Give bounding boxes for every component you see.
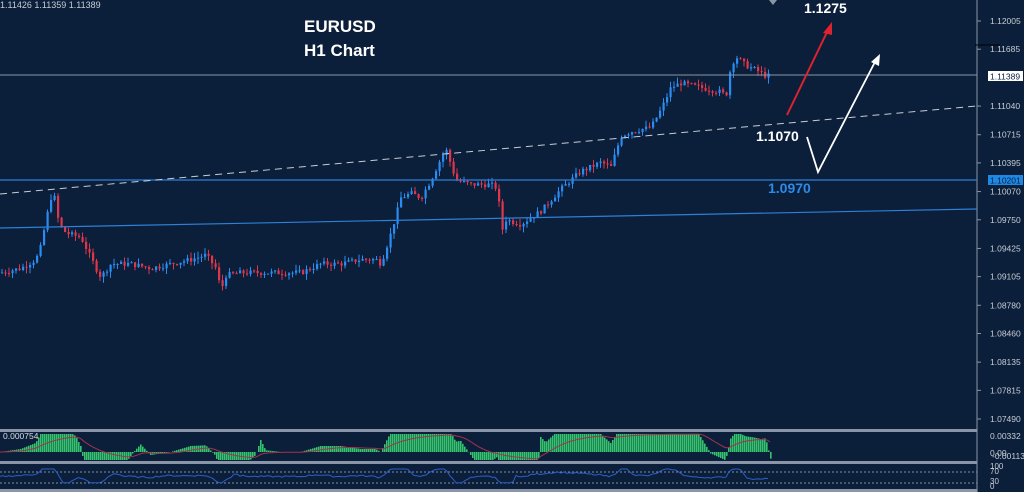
rsi-pane-separator[interactable] bbox=[0, 461, 977, 464]
pivot-label: 1.1070 bbox=[756, 128, 799, 144]
bottom-separator bbox=[0, 489, 977, 492]
price-axis-label: 1.08780 bbox=[990, 300, 1021, 310]
ohlc-readout: 1.11426 1.11359 1.11389 bbox=[0, 0, 101, 10]
support-price-tag bbox=[988, 175, 1023, 185]
rsi-axis-30: 30 bbox=[990, 477, 999, 486]
macd-axis-min: -0.001135 bbox=[992, 451, 1024, 461]
price-axis-label: 1.09105 bbox=[990, 272, 1021, 282]
price-axis-label: 1.11685 bbox=[990, 44, 1020, 54]
rsi-line bbox=[0, 468, 769, 484]
rsi-axis-0: 0 bbox=[990, 482, 995, 491]
pullback-then-rally-arrow-icon bbox=[806, 54, 880, 175]
support-label: 1.0970 bbox=[768, 180, 811, 196]
price-axis-label: 1.11040 bbox=[990, 101, 1020, 111]
bullish-target-arrow-icon bbox=[786, 22, 832, 116]
rsi-axis-70: 70 bbox=[990, 467, 999, 476]
current-price-tag-text: 1.11389 bbox=[990, 72, 1020, 82]
price-axis-label: 1.07490 bbox=[990, 414, 1021, 424]
price-axis-label: 1.10070 bbox=[990, 187, 1021, 197]
macd-value: 0.000754 bbox=[3, 431, 39, 441]
price-axis-label: 1.12005 bbox=[990, 16, 1021, 26]
price-axis-label: 1.09425 bbox=[990, 243, 1021, 253]
current-price-tag bbox=[988, 71, 1023, 81]
target-label: 1.1275 bbox=[804, 0, 847, 16]
support-price-tag-text: 1.10201 bbox=[990, 176, 1021, 186]
rsi-axis-100: 100 bbox=[990, 462, 1004, 471]
price-axis-label: 1.10395 bbox=[990, 158, 1021, 168]
price-axis-label: 1.07815 bbox=[990, 385, 1021, 395]
macd-axis-zero: 0.00 bbox=[990, 448, 1007, 458]
macd-signal-line bbox=[0, 433, 771, 460]
scroll-marker-icon bbox=[769, 0, 777, 5]
macd-pane-separator[interactable] bbox=[0, 429, 977, 432]
price-axis[interactable]: 1.12005 1.11685 1.11040 1.10715 1.10395 1.100… bbox=[977, 16, 1021, 424]
price-axis-label: 1.10715 bbox=[990, 130, 1021, 140]
macd-axis-max: 0.00332 bbox=[990, 431, 1021, 441]
chart-title-timeframe: H1 Chart bbox=[304, 41, 375, 60]
rising-trendline[interactable] bbox=[0, 208, 978, 229]
macd-histogram bbox=[2, 434, 772, 460]
candlestick-series bbox=[1, 55, 770, 291]
dashed-trendline[interactable] bbox=[0, 105, 978, 195]
price-axis-label: 1.08460 bbox=[990, 328, 1021, 338]
price-axis-label: 1.08135 bbox=[990, 357, 1021, 367]
price-axis-label: 1.09750 bbox=[990, 215, 1021, 225]
chart-title-symbol: EURUSD bbox=[304, 17, 376, 36]
